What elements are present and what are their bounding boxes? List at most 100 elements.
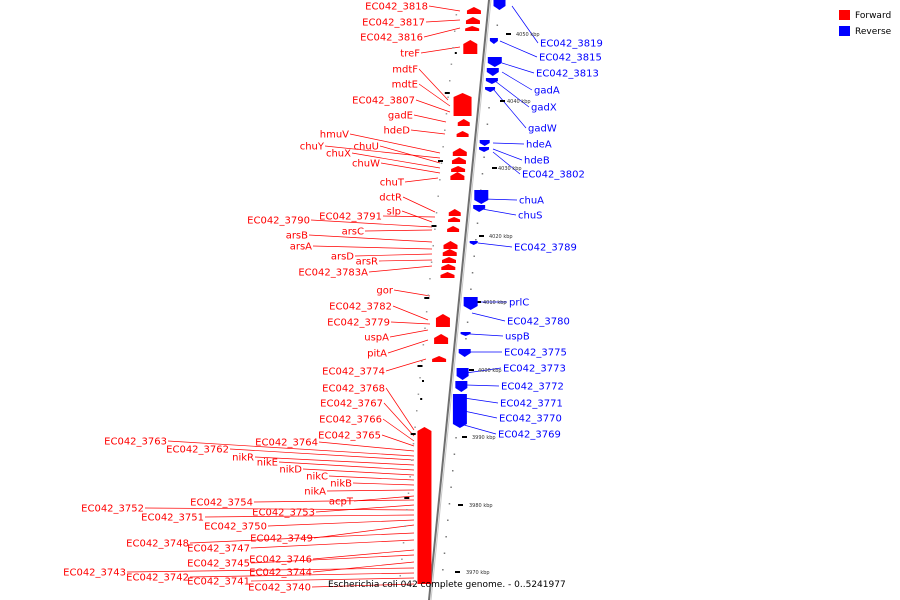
minor-tick xyxy=(427,294,430,296)
label-leader-line xyxy=(204,514,415,518)
label-leader-line xyxy=(167,440,415,457)
gene-label-gadw: gadW xyxy=(528,124,557,135)
forward-gene-feature xyxy=(434,334,449,344)
forward-gene-feature xyxy=(440,272,455,278)
gene-label-ec042-3791: EC042_3791 xyxy=(319,212,382,223)
minor-tick xyxy=(414,426,416,428)
gene-label-ec042-3751: EC042_3751 xyxy=(141,513,204,524)
tick-label: 3980 kbp xyxy=(469,503,493,509)
label-leader-line xyxy=(492,142,525,145)
minor-tick xyxy=(401,558,403,560)
gene-label-ec042-3770: EC042_3770 xyxy=(499,414,562,425)
gene-label-uspb: uspB xyxy=(505,332,530,343)
label-leader-line xyxy=(126,567,415,573)
label-leader-line xyxy=(308,234,433,243)
label-leader-line xyxy=(250,577,415,582)
tick-label: 4040 kbp xyxy=(507,99,531,105)
minor-tick xyxy=(455,437,457,439)
label-leader-line xyxy=(413,114,447,123)
minor-tick xyxy=(450,486,452,488)
gene-label-ec042-3743: EC042_3743 xyxy=(63,568,126,579)
gene-label-ec042-3742: EC042_3742 xyxy=(126,573,189,584)
minor-tick xyxy=(471,272,474,274)
minor-tick xyxy=(483,156,485,158)
label-leader-line xyxy=(463,424,497,435)
label-leader-line xyxy=(312,561,415,573)
axis-line xyxy=(427,0,491,600)
label-leader-line xyxy=(315,504,415,513)
label-leader-line xyxy=(382,215,436,218)
label-leader-line xyxy=(481,208,517,216)
major-tick xyxy=(506,33,511,35)
label-leader-line xyxy=(229,448,415,461)
minor-tick xyxy=(488,107,490,109)
label-leader-line xyxy=(278,461,415,471)
tick-label: 3970 kbp xyxy=(466,570,490,576)
label-leader-line xyxy=(463,410,498,419)
major-tick xyxy=(462,436,467,438)
genome-axis: 4050 kbp 4040 kbp 4030 kbp 4020 kbp 4010 kbp… xyxy=(399,0,540,600)
minor-tick xyxy=(466,321,469,323)
label-leader-line xyxy=(418,83,451,107)
label-leader-line xyxy=(483,198,518,201)
tick-label: 3990 kbp xyxy=(472,435,496,441)
minor-tick xyxy=(416,410,418,412)
reverse-gene-feature xyxy=(463,297,478,310)
minor-tick xyxy=(402,542,405,544)
label-leader-line xyxy=(401,210,433,223)
gene-label-ec042-3749: EC042_3749 xyxy=(250,534,313,545)
gene-label-hmuv: hmuV xyxy=(320,130,349,141)
forward-gene-feature xyxy=(452,148,467,156)
forward-gene-feature xyxy=(448,217,461,222)
gene-label-ec042-3819: EC042_3819 xyxy=(540,39,603,50)
gene-label-gadx: gadX xyxy=(531,103,557,114)
forward-gene-feature xyxy=(450,172,465,180)
label-leader-line xyxy=(353,495,415,502)
gene-label-nikb: nikB xyxy=(330,479,352,490)
reverse-gene-feature xyxy=(485,78,498,84)
label-leader-line xyxy=(415,99,451,113)
forward-gene-feature xyxy=(435,314,450,327)
minor-tick xyxy=(445,113,448,115)
gene-label-tref: treF xyxy=(400,49,420,60)
label-leader-line xyxy=(385,387,415,431)
label-leader-line xyxy=(254,456,415,466)
label-leader-line xyxy=(499,40,538,58)
gene-label-ec042-3752: EC042_3752 xyxy=(81,504,144,515)
label-leader-line xyxy=(418,68,449,101)
label-leader-line xyxy=(389,329,429,338)
minor-tick xyxy=(443,552,446,554)
label-leader-line xyxy=(324,145,441,159)
reverse-gene-feature xyxy=(455,381,468,392)
minor-tick xyxy=(432,245,434,247)
label-leader-line xyxy=(385,358,427,372)
label-leader-line xyxy=(477,242,513,248)
label-leader-line xyxy=(420,46,461,54)
reverse-gene-feature xyxy=(489,38,498,44)
label-leader-line xyxy=(465,367,502,374)
label-leader-line xyxy=(144,507,415,511)
gene-label-arsa: arsA xyxy=(290,242,312,253)
strand-marker xyxy=(438,160,443,162)
forward-gene-feature xyxy=(417,427,432,584)
legend-swatch xyxy=(839,10,850,20)
major-tick xyxy=(455,571,460,573)
label-leader-line xyxy=(311,583,415,588)
strand-marker xyxy=(424,297,430,299)
label-leader-line xyxy=(410,129,446,135)
forward-gene-feature xyxy=(456,131,469,137)
gene-label-ec042-3783a: EC042_3783A xyxy=(298,268,368,279)
minor-tick xyxy=(406,509,408,511)
minor-tick xyxy=(496,24,499,26)
label-leader-line xyxy=(267,519,415,527)
gene-label-ec042-3817: EC042_3817 xyxy=(362,18,425,29)
gene-features xyxy=(417,0,506,584)
reverse-gene-feature xyxy=(487,57,502,67)
minor-tick xyxy=(437,195,439,197)
gene-label-ec042-3748: EC042_3748 xyxy=(126,539,189,550)
minor-tick xyxy=(473,255,475,257)
major-tick xyxy=(492,167,497,169)
gene-label-ec042-3769: EC042_3769 xyxy=(498,430,561,441)
gene-label-nike: nikE xyxy=(257,458,278,469)
